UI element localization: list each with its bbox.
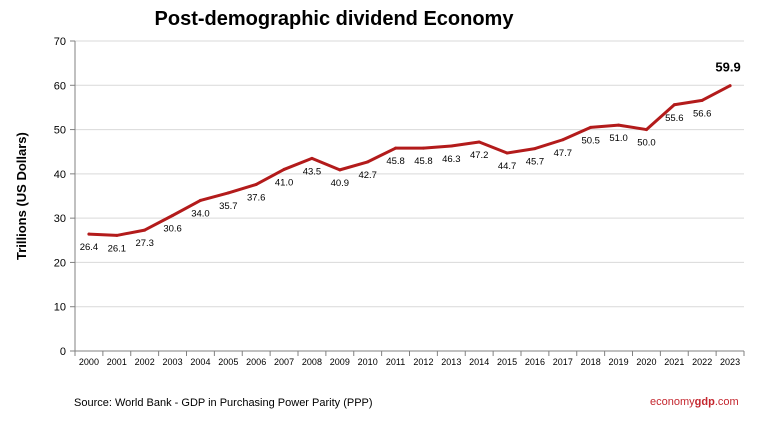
data-point [477, 140, 481, 144]
data-label: 27.3 [135, 238, 154, 249]
y-tick-label: 70 [54, 36, 66, 48]
x-tick-label: 2004 [190, 357, 210, 367]
data-point [505, 151, 509, 155]
data-point [282, 167, 286, 171]
data-point [115, 233, 119, 237]
data-label: 40.9 [331, 178, 350, 189]
data-label: 44.7 [498, 161, 517, 172]
data-label: 50.0 [637, 138, 656, 149]
data-label: 59.9 [715, 60, 740, 75]
data-point [421, 146, 425, 150]
data-label: 56.6 [693, 108, 712, 119]
data-label: 55.6 [665, 113, 684, 124]
data-label: 43.5 [303, 166, 322, 177]
x-tick-label: 2007 [274, 357, 294, 367]
data-label: 45.8 [414, 156, 433, 167]
data-label: 37.6 [247, 192, 266, 203]
data-point [561, 138, 565, 142]
data-label: 45.7 [526, 157, 545, 168]
x-tick-label: 2019 [609, 357, 629, 367]
data-point [394, 146, 398, 150]
data-point [617, 123, 621, 127]
data-label: 42.7 [358, 170, 377, 181]
x-tick-label: 2013 [441, 357, 461, 367]
data-label: 47.7 [554, 148, 573, 159]
x-tick-label: 2023 [720, 357, 740, 367]
data-point [87, 232, 91, 236]
brand-logo: economygdp.com [650, 396, 739, 408]
x-tick-label: 2022 [692, 357, 712, 367]
data-point [143, 228, 147, 232]
x-tick-label: 2017 [553, 357, 573, 367]
data-label: 30.6 [163, 223, 182, 234]
x-tick-label: 2012 [413, 357, 433, 367]
x-tick-label: 2008 [302, 357, 322, 367]
data-point [589, 125, 593, 129]
data-label: 34.0 [191, 208, 210, 219]
source-note: Source: World Bank - GDP in Purchasing P… [74, 397, 373, 409]
data-label: 26.1 [108, 243, 127, 254]
data-point [533, 147, 537, 151]
x-tick-label: 2011 [386, 357, 405, 367]
y-tick-label: 10 [54, 302, 66, 314]
y-tick-label: 50 [54, 125, 66, 137]
data-label: 50.5 [581, 135, 600, 146]
y-tick-label: 20 [54, 257, 66, 269]
x-tick-label: 2005 [218, 357, 238, 367]
x-tick-label: 2021 [664, 357, 684, 367]
data-point [338, 168, 342, 172]
series-line [87, 84, 732, 237]
x-tick-label: 2000 [79, 357, 99, 367]
data-point [310, 156, 314, 160]
data-point [171, 213, 175, 217]
x-tick-label: 2015 [497, 357, 517, 367]
data-label: 51.0 [609, 133, 628, 144]
x-tick-label: 2009 [330, 357, 350, 367]
y-tick-label: 30 [54, 213, 66, 225]
data-point [226, 191, 230, 195]
y-tick-label: 40 [54, 169, 66, 181]
data-label: 45.8 [386, 156, 405, 167]
data-point [728, 84, 732, 88]
data-point [700, 98, 704, 102]
x-tick-label: 2010 [358, 357, 378, 367]
x-tick-label: 2001 [107, 357, 127, 367]
data-label: 46.3 [442, 154, 461, 165]
data-label: 41.0 [275, 177, 294, 188]
x-tick-label: 2003 [163, 357, 183, 367]
data-label: 47.2 [470, 150, 489, 161]
data-label: 26.4 [80, 242, 99, 253]
data-label: 35.7 [219, 201, 238, 212]
data-point [644, 128, 648, 132]
x-tick-label: 2020 [636, 357, 656, 367]
x-tick-label: 2016 [525, 357, 545, 367]
y-tick-label: 0 [60, 346, 66, 358]
x-tick-label: 2018 [581, 357, 601, 367]
data-point [449, 144, 453, 148]
x-tick-label: 2014 [469, 357, 489, 367]
data-point [198, 198, 202, 202]
x-tick-label: 2006 [246, 357, 266, 367]
data-point [366, 160, 370, 164]
data-point [254, 182, 258, 186]
data-point [672, 103, 676, 107]
chart-title: Post-demographic dividend Economy [154, 8, 514, 30]
x-tick-label: 2002 [135, 357, 155, 367]
y-tick-label: 60 [54, 80, 66, 92]
